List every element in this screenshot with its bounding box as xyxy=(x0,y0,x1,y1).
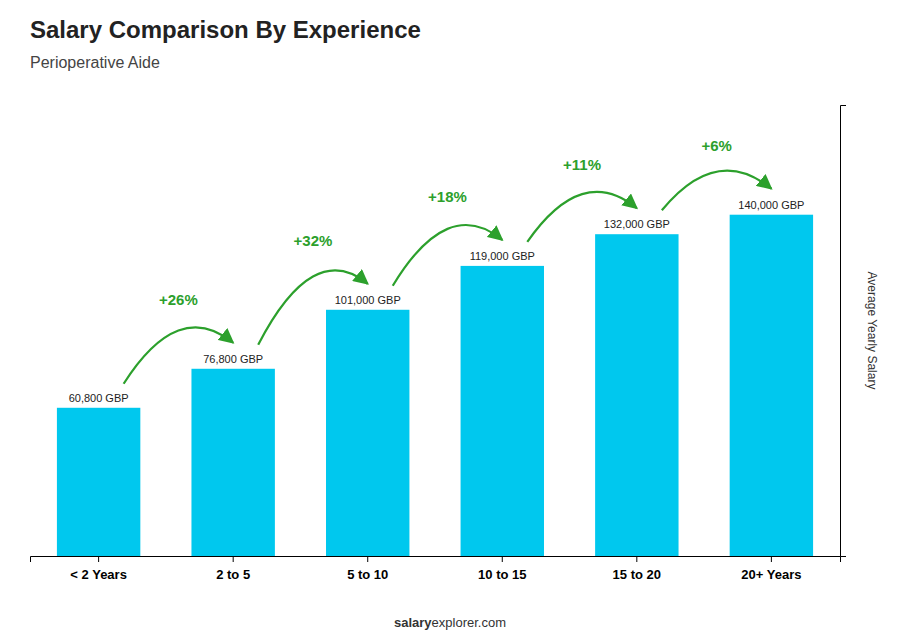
plot: < 2 Years 2 to 5 5 to 10 10 to 15 15 to 20 20… xyxy=(31,106,847,583)
x-tick: 15 to 20 xyxy=(613,556,661,582)
y-axis-line xyxy=(841,106,847,557)
change-arrow xyxy=(258,270,368,344)
data-labels: 60,800 GBP 76,800 GBP 101,000 GBP 119,000 G… xyxy=(69,199,805,404)
x-tick-mark xyxy=(502,556,503,562)
x-axis-line xyxy=(31,557,841,563)
bar xyxy=(461,266,544,556)
x-tick-mark xyxy=(98,556,99,562)
bar xyxy=(191,369,274,556)
data-label: 140,000 GBP xyxy=(738,199,804,211)
change-annotations: +26% +32% +18% +11% +6% xyxy=(124,137,772,384)
x-tick-label: 2 to 5 xyxy=(216,567,250,582)
x-tick: 20+ Years xyxy=(741,556,801,582)
x-tick-label: 15 to 20 xyxy=(613,567,661,582)
x-tick-label: 5 to 10 xyxy=(347,567,388,582)
x-tick-label: 20+ Years xyxy=(741,567,801,582)
data-label: 101,000 GBP xyxy=(335,294,401,306)
x-tick-mark xyxy=(771,556,772,562)
footer-part: explorer.com xyxy=(432,615,506,630)
footer: salaryexplorer.com xyxy=(394,615,506,630)
x-tick: < 2 Years xyxy=(70,556,127,582)
x-tick: 5 to 10 xyxy=(347,556,388,582)
bar xyxy=(595,234,678,556)
title: Salary Comparison By Experience xyxy=(30,16,421,43)
data-label: 60,800 GBP xyxy=(69,392,129,404)
change-arrow xyxy=(662,171,772,211)
y-axis-title: Average Yearly Salary xyxy=(865,272,879,390)
x-tick-label: 10 to 15 xyxy=(478,567,526,582)
x-tick: 2 to 5 xyxy=(216,556,250,582)
subtitle: Perioperative Aide xyxy=(30,54,160,71)
data-label: 132,000 GBP xyxy=(604,218,670,230)
chart: Salary Comparison By Experience Periopera… xyxy=(0,0,900,641)
bars xyxy=(57,215,813,556)
bar xyxy=(326,310,409,556)
x-tick-label: < 2 Years xyxy=(70,567,127,582)
bar xyxy=(730,215,813,556)
data-label: 76,800 GBP xyxy=(203,353,263,365)
footer-part: salary xyxy=(394,615,432,630)
change-arrow xyxy=(124,327,234,383)
annotation: +11% xyxy=(563,156,601,173)
x-axis: < 2 Years 2 to 5 5 to 10 10 to 15 15 to 20 20… xyxy=(31,556,841,582)
x-tick: 10 to 15 xyxy=(478,556,526,582)
annotation: +6% xyxy=(701,137,731,154)
bar xyxy=(57,408,140,556)
annotation: +32% xyxy=(294,232,333,249)
data-label: 119,000 GBP xyxy=(470,250,535,262)
annotation: +26% xyxy=(159,291,198,308)
x-tick-mark xyxy=(367,556,368,562)
change-arrow xyxy=(527,192,637,242)
x-tick-mark xyxy=(233,556,234,562)
x-tick-mark xyxy=(636,556,637,562)
y-axis xyxy=(841,106,847,557)
annotation: +18% xyxy=(428,188,467,205)
change-arrow xyxy=(393,225,503,286)
